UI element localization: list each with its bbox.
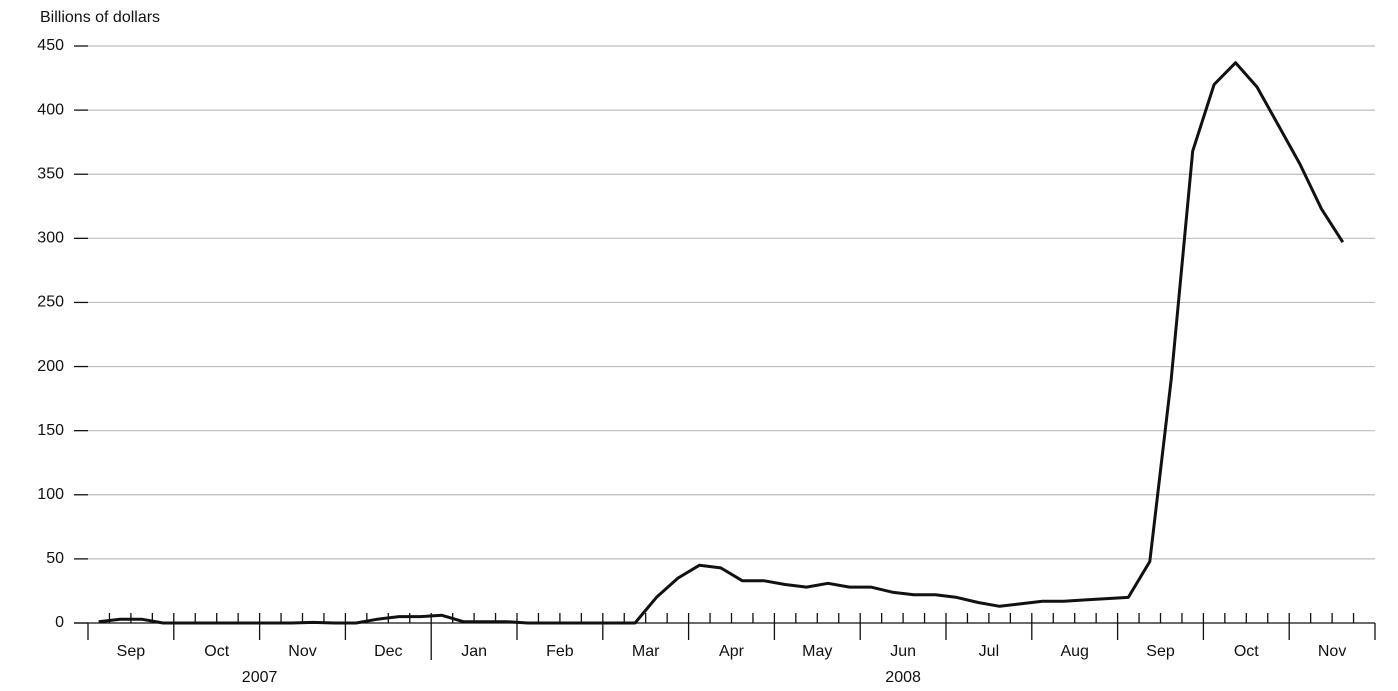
x-tick-label: Jan <box>461 643 487 660</box>
x-tick-label: Oct <box>1234 643 1259 660</box>
x-tick-label: Sep <box>1146 643 1175 660</box>
x-tick-label: Dec <box>374 643 402 660</box>
x-tick-label: May <box>802 643 832 660</box>
x-tick-label: Sep <box>117 643 146 660</box>
x-tick-label: Feb <box>546 643 574 660</box>
x-tick-label: Jul <box>979 643 999 660</box>
y-tick-label: 300 <box>37 230 64 247</box>
y-tick-label: 400 <box>37 101 64 118</box>
y-tick-label: 150 <box>37 422 64 439</box>
y-tick-label: 50 <box>46 550 64 567</box>
y-axis-label: Billions of dollars <box>40 9 160 26</box>
x-tick-label: Jun <box>890 643 916 660</box>
y-tick-label: 450 <box>37 37 64 54</box>
y-tick-label: 200 <box>37 358 64 375</box>
x-tick-label: Nov <box>288 643 316 660</box>
y-tick-label: 100 <box>37 486 64 503</box>
x-tick-label: Nov <box>1318 643 1346 660</box>
y-tick-label: 350 <box>37 165 64 182</box>
x-tick-label: Apr <box>719 643 745 660</box>
line <box>98 61 1345 625</box>
x-tick-label: Aug <box>1060 643 1088 660</box>
y-tick-label: 0 <box>55 614 64 631</box>
y-tick-label: 250 <box>37 294 64 311</box>
year-label: 2007 <box>242 669 278 686</box>
year-label: 2008 <box>885 669 921 686</box>
x-tick-label: Oct <box>204 643 229 660</box>
x-tick-label: Mar <box>632 643 660 660</box>
